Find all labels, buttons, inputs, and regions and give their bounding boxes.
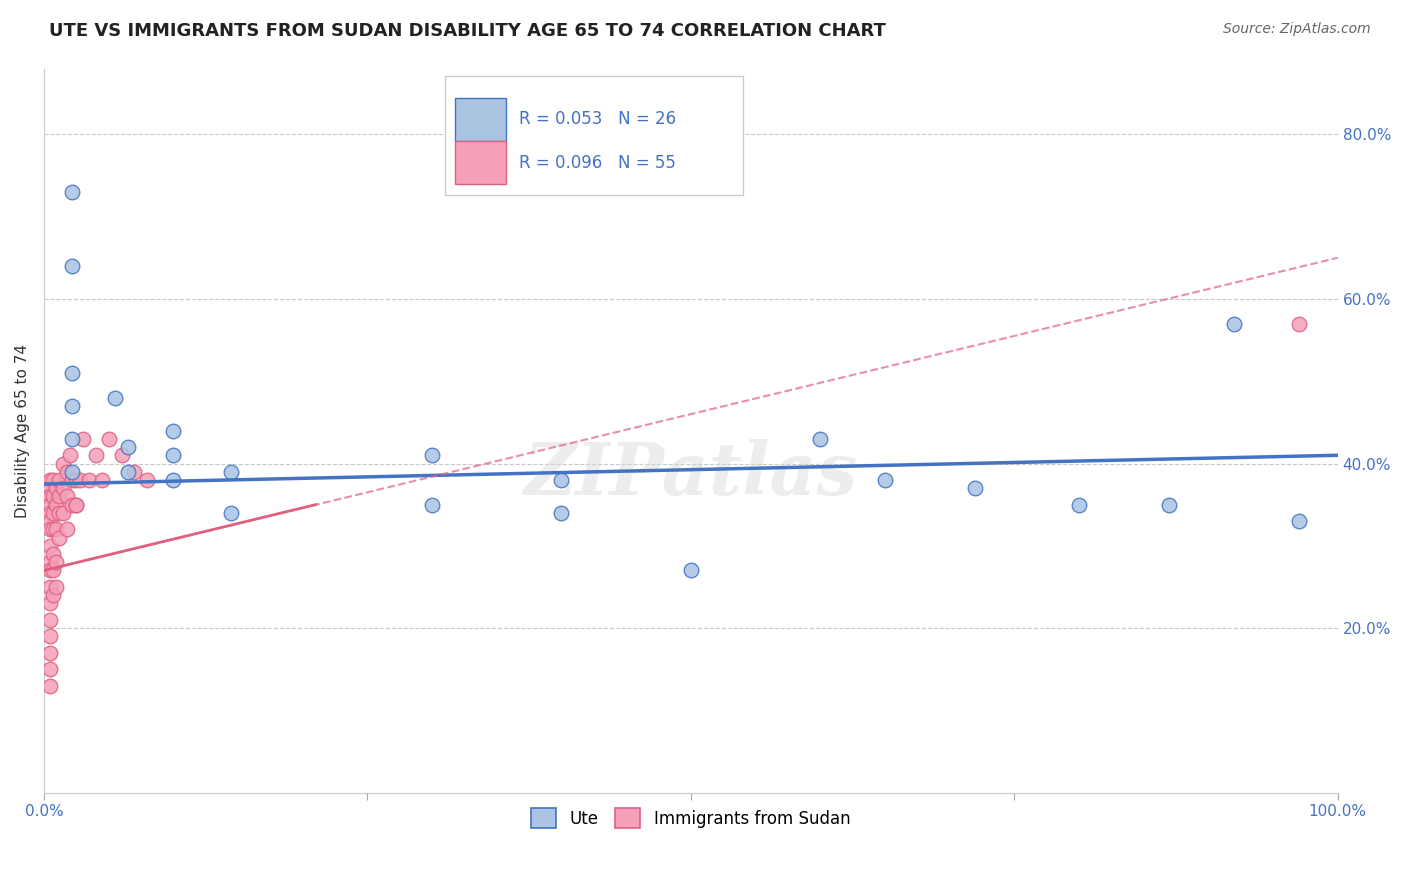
Point [39,596,62,610]
Point [60,465,83,479]
Point [39,629,62,643]
Point [72,432,94,446]
FancyBboxPatch shape [456,141,506,184]
Point [59,448,82,462]
Point [39,522,62,536]
Point [60,498,83,512]
Point [1067,498,1090,512]
Point [42,473,65,487]
Point [42,506,65,520]
Point [60,399,83,413]
Point [84,448,107,462]
Point [965,481,987,495]
Point [420,448,443,462]
Point [65,473,87,487]
Point [42,490,65,504]
Point [39,555,62,569]
Point [91,473,114,487]
Point [1288,514,1310,528]
Point [60,366,83,380]
Point [550,473,572,487]
Point [117,440,139,454]
Point [39,481,62,495]
Point [44,522,66,536]
Y-axis label: Disability Age 65 to 74: Disability Age 65 to 74 [15,343,30,517]
Point [124,465,146,479]
Point [52,481,75,495]
Point [39,646,62,660]
Point [221,465,243,479]
Point [42,564,65,578]
Point [808,432,831,446]
Point [162,448,184,462]
Point [550,506,572,520]
Point [52,457,75,471]
Point [39,580,62,594]
Point [1288,317,1310,331]
Text: R = 0.053   N = 26: R = 0.053 N = 26 [519,111,676,128]
Point [39,662,62,676]
Point [162,424,184,438]
Text: R = 0.096   N = 55: R = 0.096 N = 55 [519,153,675,171]
Point [679,564,702,578]
Point [39,514,62,528]
Point [44,481,66,495]
Point [39,490,62,504]
Point [60,432,83,446]
Point [69,473,91,487]
Point [48,531,70,545]
Text: Source: ZipAtlas.com: Source: ZipAtlas.com [1223,22,1371,37]
Point [39,564,62,578]
Point [873,473,896,487]
Point [162,473,184,487]
Point [44,555,66,569]
Point [39,498,62,512]
Point [56,490,79,504]
Point [44,580,66,594]
Point [42,588,65,602]
Point [39,473,62,487]
Point [1159,498,1181,512]
Point [136,473,159,487]
Point [104,391,127,405]
Point [77,473,100,487]
Point [65,498,87,512]
Point [97,432,120,446]
Point [39,506,62,520]
Point [56,465,79,479]
Point [110,448,132,462]
Point [52,506,75,520]
Point [221,506,243,520]
Point [48,473,70,487]
Point [117,465,139,479]
Text: ZIPatlas: ZIPatlas [523,439,858,509]
Point [60,473,83,487]
Point [1223,317,1246,331]
Point [420,498,443,512]
Point [65,498,87,512]
Point [48,490,70,504]
FancyBboxPatch shape [456,98,506,141]
FancyBboxPatch shape [444,76,742,195]
Point [44,498,66,512]
Point [39,679,62,693]
Point [42,522,65,536]
Point [60,185,83,199]
Point [39,539,62,553]
Point [42,547,65,561]
Point [60,259,83,273]
Point [39,613,62,627]
Point [56,522,79,536]
Legend: Ute, Immigrants from Sudan: Ute, Immigrants from Sudan [524,801,856,835]
Text: UTE VS IMMIGRANTS FROM SUDAN DISABILITY AGE 65 TO 74 CORRELATION CHART: UTE VS IMMIGRANTS FROM SUDAN DISABILITY … [49,22,886,40]
Point [48,506,70,520]
